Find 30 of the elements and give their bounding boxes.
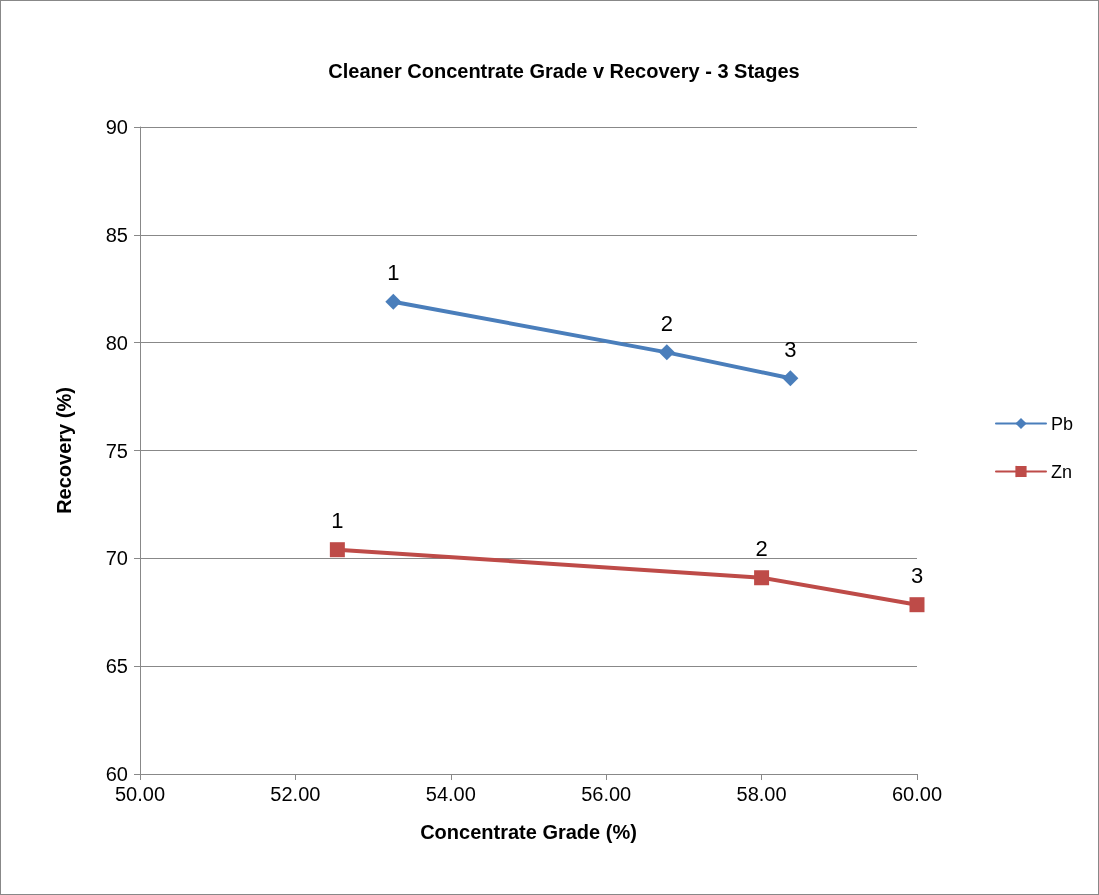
annotation: 1 bbox=[387, 260, 400, 286]
annotation: 3 bbox=[910, 563, 924, 589]
x-tick-label: 58.00 bbox=[736, 783, 787, 805]
point bbox=[754, 570, 770, 586]
y-tick-label: 90 bbox=[105, 116, 128, 138]
y-tick-label: 75 bbox=[105, 439, 128, 462]
x-tick-label: 56.00 bbox=[581, 783, 632, 805]
y-tick-label: 70 bbox=[105, 547, 128, 570]
chart-title: Cleaner Concentrate Grade v Recovery - 3 Stages bbox=[328, 60, 800, 82]
x-tick-label: 60.00 bbox=[891, 783, 943, 805]
x-tick-label: 52.00 bbox=[270, 783, 321, 805]
point bbox=[385, 293, 402, 310]
legend-label: Zn bbox=[1050, 461, 1072, 482]
x-axis-title: Concentrate Grade (%) bbox=[420, 821, 637, 843]
y-axis-title: Recovery (%) bbox=[53, 387, 75, 514]
legend-label: Pb bbox=[1050, 413, 1074, 434]
annotation: 1 bbox=[331, 508, 344, 534]
annotation: 2 bbox=[660, 310, 673, 336]
y-tick-label: 65 bbox=[105, 655, 128, 678]
y-tick-label: 60 bbox=[105, 763, 128, 785]
y-tick-label: 80 bbox=[105, 331, 128, 354]
x-tick-label: 50.00 bbox=[114, 783, 166, 805]
y-tick-label: 85 bbox=[105, 223, 128, 246]
point bbox=[329, 542, 345, 558]
point bbox=[658, 344, 675, 361]
x-tick-label: 54.00 bbox=[425, 783, 476, 805]
point bbox=[909, 597, 925, 613]
point bbox=[782, 370, 799, 387]
annotation: 2 bbox=[755, 536, 768, 562]
annotation: 3 bbox=[784, 336, 797, 362]
